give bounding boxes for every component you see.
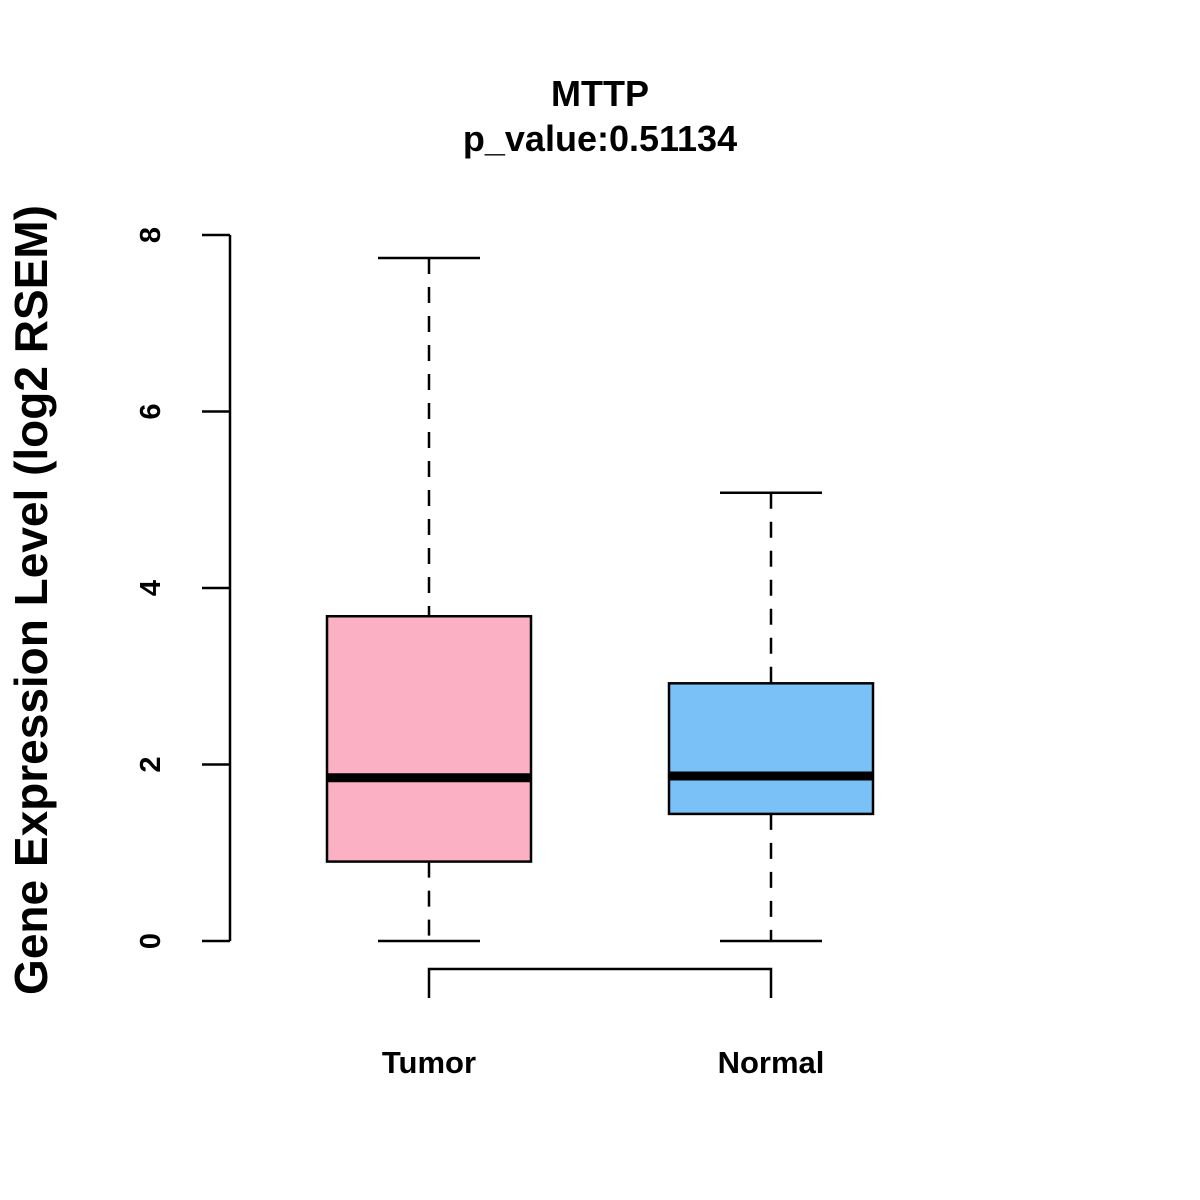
comparison-bracket [427, 967, 773, 998]
box-series [325, 256, 875, 943]
box-normal [667, 491, 875, 943]
x-category-label: Tumor [382, 1045, 476, 1080]
box-tumor [325, 256, 533, 943]
y-tick-label: 6 [135, 403, 167, 419]
x-category-labels: Tumor Normal [382, 1045, 824, 1080]
bracket-line [427, 967, 773, 998]
x-category-label: Normal [718, 1045, 825, 1080]
iqr-box [325, 614, 533, 863]
y-axis-label: Gene Expression Level (log2 RSEM) [5, 205, 57, 995]
y-tick-label: 4 [135, 580, 167, 596]
y-axis: 0 2 4 6 8 [135, 227, 232, 949]
y-tick-label: 0 [135, 933, 167, 949]
iqr-box [667, 682, 875, 816]
chart-title: MTTP [551, 73, 649, 114]
chart-subtitle: p_value:0.51134 [463, 118, 737, 159]
y-tick-label: 8 [135, 227, 167, 243]
y-tick-label: 2 [135, 756, 167, 772]
